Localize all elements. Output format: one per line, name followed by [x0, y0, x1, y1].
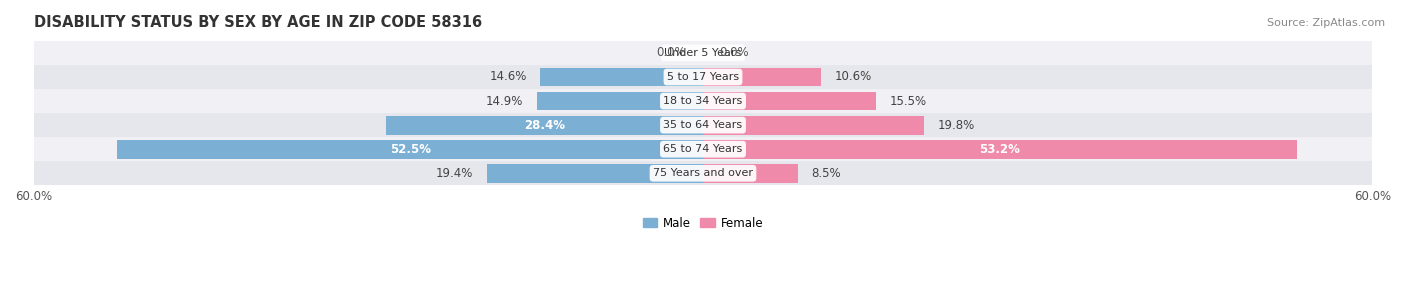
Text: 8.5%: 8.5%: [811, 167, 841, 180]
Text: 14.9%: 14.9%: [486, 95, 523, 108]
Bar: [34, 89, 1372, 113]
Legend: Male, Female: Male, Female: [638, 212, 768, 234]
Text: Under 5 Years: Under 5 Years: [665, 48, 741, 58]
Bar: [34, 65, 1372, 89]
Bar: [117, 140, 703, 159]
Bar: [486, 164, 703, 183]
Text: 19.8%: 19.8%: [938, 119, 974, 132]
Text: 35 to 64 Years: 35 to 64 Years: [664, 120, 742, 130]
Text: 65 to 74 Years: 65 to 74 Years: [664, 144, 742, 154]
Text: 5 to 17 Years: 5 to 17 Years: [666, 72, 740, 82]
Bar: [34, 137, 1372, 161]
Text: 52.5%: 52.5%: [389, 143, 430, 156]
Text: 0.0%: 0.0%: [657, 46, 686, 59]
Text: DISABILITY STATUS BY SEX BY AGE IN ZIP CODE 58316: DISABILITY STATUS BY SEX BY AGE IN ZIP C…: [34, 15, 482, 30]
Text: Source: ZipAtlas.com: Source: ZipAtlas.com: [1267, 18, 1385, 28]
Bar: [34, 41, 1372, 65]
Text: 75 Years and over: 75 Years and over: [652, 168, 754, 178]
Bar: [34, 113, 1372, 137]
Text: 10.6%: 10.6%: [835, 70, 872, 84]
Bar: [703, 68, 821, 86]
Bar: [537, 92, 703, 110]
Text: 53.2%: 53.2%: [980, 143, 1021, 156]
Bar: [703, 164, 797, 183]
Bar: [34, 161, 1372, 185]
Bar: [387, 116, 703, 135]
Text: 19.4%: 19.4%: [436, 167, 474, 180]
Bar: [703, 116, 924, 135]
Bar: [703, 140, 1296, 159]
Bar: [540, 68, 703, 86]
Text: 18 to 34 Years: 18 to 34 Years: [664, 96, 742, 106]
Bar: [703, 92, 876, 110]
Text: 0.0%: 0.0%: [720, 46, 749, 59]
Text: 15.5%: 15.5%: [890, 95, 927, 108]
Text: 28.4%: 28.4%: [524, 119, 565, 132]
Text: 14.6%: 14.6%: [489, 70, 527, 84]
